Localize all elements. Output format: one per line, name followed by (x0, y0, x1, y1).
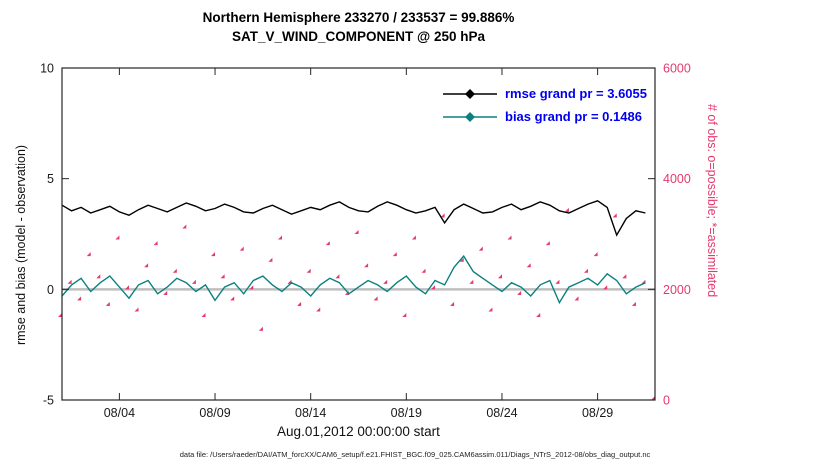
svg-text:6000: 6000 (663, 62, 691, 76)
svg-text:08/04: 08/04 (104, 406, 135, 420)
left-axis-label: rmse and bias (model - observation) (14, 144, 28, 345)
svg-text:-5: -5 (43, 394, 54, 408)
svg-text:08/24: 08/24 (486, 406, 517, 420)
legend-item-rmse: rmse grand pr = 3.6055 (443, 82, 647, 105)
bias-legend-marker (443, 111, 497, 122)
svg-text:08/09: 08/09 (199, 406, 230, 420)
svg-text:0: 0 (663, 394, 670, 408)
rmse-legend-label: rmse grand pr = 3.6055 (505, 86, 647, 101)
chart-title-line1: Northern Hemisphere 233270 / 233537 = 99… (202, 10, 515, 25)
legend-item-bias: bias grand pr = 0.1486 (443, 105, 647, 128)
bias-legend-label: bias grand pr = 0.1486 (505, 109, 642, 124)
svg-text:0: 0 (47, 283, 54, 297)
svg-text:08/14: 08/14 (295, 406, 326, 420)
rmse-legend-marker (443, 88, 497, 99)
svg-text:4000: 4000 (663, 172, 691, 186)
bias-legend-diamond-icon (465, 111, 475, 122)
svg-text:2000: 2000 (663, 283, 691, 297)
svg-text:5: 5 (47, 172, 54, 186)
legend: rmse grand pr = 3.6055 bias grand pr = 0… (443, 82, 647, 128)
svg-text:10: 10 (40, 62, 54, 76)
svg-text:08/19: 08/19 (391, 406, 422, 420)
chart-title-line2: SAT_V_WIND_COMPONENT @ 250 hPa (232, 29, 485, 44)
right-axis-label: # of obs: o=possible; *=assimilated (705, 104, 719, 298)
x-axis-label: Aug.01,2012 00:00:00 start (277, 424, 440, 439)
rmse-legend-diamond-icon (465, 88, 475, 99)
data-file-caption: data file: /Users/raeder/DAI/ATM_forcXX/… (179, 450, 651, 459)
svg-text:08/29: 08/29 (582, 406, 613, 420)
